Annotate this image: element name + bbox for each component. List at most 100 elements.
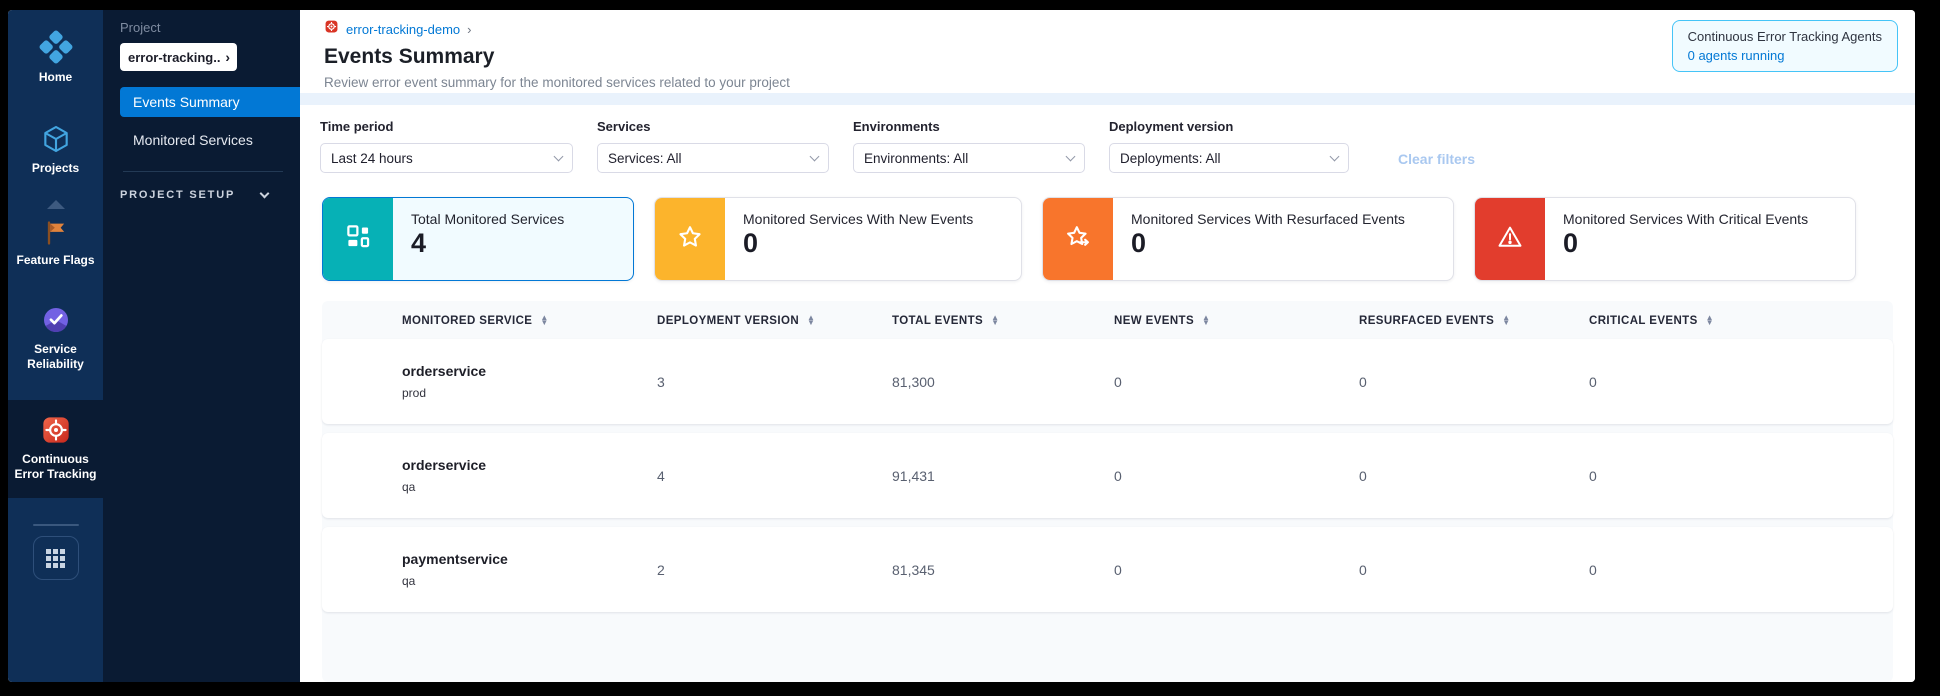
agents-box-title: Continuous Error Tracking Agents (1687, 29, 1882, 44)
column-header-total-events[interactable]: TOTAL EVENTS ▲ ▼ (892, 314, 1114, 327)
section-label: PROJECT SETUP (120, 189, 236, 201)
total-events-value: 81,345 (892, 561, 935, 578)
deployment-version-value: 2 (657, 561, 665, 578)
sidebar-item-label: Events Summary (133, 94, 240, 110)
sidebar-item-events-summary[interactable]: Events Summary (120, 87, 300, 117)
card-value: 0 (743, 228, 759, 258)
card-resurfaced-events[interactable]: Monitored Services With Resurfaced Event… (1042, 197, 1454, 281)
module-label: Feature Flags (16, 253, 95, 267)
new-events-value: 0 (1114, 561, 1122, 578)
sidebar-item-continuous-error-tracking[interactable]: Continuous Error Tracking (8, 400, 103, 498)
sidebar-item-projects[interactable]: Projects (8, 117, 103, 182)
module-sidebar: Home Projects Feature Flags (8, 10, 103, 682)
column-label: MONITORED SERVICE (402, 315, 533, 327)
clear-filters-button[interactable]: Clear filters (1398, 151, 1476, 167)
total-events-value: 81,300 (892, 373, 935, 390)
project-label: Project (120, 20, 161, 35)
column-label: TOTAL EVENTS (892, 315, 984, 327)
card-accent (323, 198, 393, 280)
module-label: Continuous Error Tracking (14, 452, 97, 481)
chevron-down-icon (553, 151, 564, 161)
filter-label: Time period (320, 119, 394, 134)
scroll-up-icon[interactable] (8, 196, 103, 213)
card-title: Monitored Services With New Events (743, 211, 974, 227)
summary-cards: Total Monitored Services 4 Monitored Ser… (322, 197, 1915, 281)
main-content: error-tracking-demo › Events Summary Rev… (300, 10, 1915, 682)
sort-icon: ▲ ▼ (1202, 313, 1211, 327)
select-value: Services: All (608, 150, 682, 166)
column-label: DEPLOYMENT VERSION (657, 315, 800, 327)
card-accent (655, 198, 725, 280)
column-header-critical-events[interactable]: CRITICAL EVENTS ▲ ▼ (1589, 313, 1893, 327)
column-header-resurfaced-events[interactable]: RESURFACED EVENTS ▲ ▼ (1359, 313, 1589, 327)
environments-select[interactable]: Environments: All (853, 143, 1085, 173)
agents-running-link[interactable]: 0 agents running (1687, 48, 1785, 63)
card-title: Total Monitored Services (411, 211, 565, 227)
column-label: CRITICAL EVENTS (1589, 315, 1698, 327)
sidebar-item-home[interactable]: Home (8, 24, 103, 91)
apps-grid-icon (46, 548, 65, 568)
select-value: Deployments: All (1120, 150, 1221, 166)
sidebar-item-monitored-services[interactable]: Monitored Services (120, 125, 300, 155)
critical-events-value: 0 (1589, 467, 1597, 484)
table-row[interactable]: orderservice prod 3 81,300 0 0 0 (322, 339, 1893, 424)
sort-icon: ▲ ▼ (1502, 313, 1511, 327)
sidebar-item-feature-flags[interactable]: Feature Flags (8, 213, 103, 274)
card-value: 0 (1563, 228, 1579, 258)
card-title: Monitored Services With Resurfaced Event… (1131, 211, 1405, 227)
flag-icon (42, 219, 70, 247)
services-select[interactable]: Services: All (597, 143, 829, 173)
app-window: Home Projects Feature Flags (8, 10, 1915, 682)
select-value: Last 24 hours (331, 150, 413, 166)
breadcrumb-link[interactable]: error-tracking-demo (346, 21, 461, 37)
star-icon (676, 223, 704, 256)
column-header-monitored-service[interactable]: MONITORED SERVICE ▲ ▼ (322, 313, 657, 327)
breadcrumb: error-tracking-demo › (324, 19, 1915, 39)
sidebar-divider (32, 524, 79, 526)
table-row[interactable]: orderservice qa 4 91,431 0 0 0 (322, 433, 1893, 518)
card-critical-events[interactable]: Monitored Services With Critical Events … (1474, 197, 1856, 281)
target-icon (40, 414, 72, 446)
project-selector-value: error-tracking... (128, 49, 222, 65)
table-row[interactable]: paymentservice qa 2 81,345 0 0 0 (322, 527, 1893, 612)
card-total-monitored-services[interactable]: Total Monitored Services 4 (322, 197, 634, 281)
events-table: MONITORED SERVICE ▲ ▼ DEPLOYMENT VERSION … (322, 301, 1893, 682)
chevron-right-icon: › (467, 21, 472, 37)
deployments-select[interactable]: Deployments: All (1109, 143, 1349, 173)
time-period-select[interactable]: Last 24 hours (320, 143, 573, 173)
service-name: orderservice (402, 363, 487, 379)
filter-label: Deployment version (1109, 119, 1234, 134)
table-header-row: MONITORED SERVICE ▲ ▼ DEPLOYMENT VERSION … (322, 301, 1893, 339)
card-accent (1043, 198, 1113, 280)
module-grid-button[interactable] (32, 536, 79, 580)
card-new-events[interactable]: Monitored Services With New Events 0 (654, 197, 1022, 281)
reliability-icon (40, 304, 72, 336)
page-title: Events Summary (324, 45, 495, 68)
module-label: Projects (31, 161, 80, 175)
column-label: NEW EVENTS (1114, 315, 1195, 327)
sort-icon: ▲ ▼ (1705, 313, 1714, 327)
service-environment: qa (402, 480, 416, 494)
select-value: Environments: All (864, 150, 969, 166)
service-environment: prod (402, 386, 427, 400)
critical-events-value: 0 (1589, 373, 1597, 390)
project-sidebar: Project error-tracking... › Events Summa… (103, 10, 300, 682)
sort-icon: ▲ ▼ (540, 313, 549, 327)
column-header-deployment-version[interactable]: DEPLOYMENT VERSION ▲ ▼ (657, 313, 892, 327)
chevron-down-icon (1329, 151, 1340, 161)
page-header: error-tracking-demo › Events Summary Rev… (300, 10, 1915, 93)
sidebar-item-service-reliability[interactable]: Service Reliability (8, 298, 103, 378)
service-name: paymentservice (402, 551, 508, 567)
column-header-new-events[interactable]: NEW EVENTS ▲ ▼ (1114, 313, 1359, 327)
star-arrow-icon (1064, 223, 1092, 256)
cube-icon (40, 123, 72, 155)
critical-events-value: 0 (1589, 561, 1597, 578)
agents-status-box: Continuous Error Tracking Agents 0 agent… (1671, 20, 1898, 72)
card-title: Monitored Services With Critical Events (1563, 211, 1809, 227)
sort-icon: ▲ ▼ (807, 313, 816, 327)
header-divider-band (300, 93, 1915, 105)
project-selector[interactable]: error-tracking... › (120, 43, 237, 71)
filters-bar: Time period Last 24 hours Services Servi… (300, 105, 1915, 173)
harness-logo-icon (39, 30, 73, 64)
project-setup-section[interactable]: PROJECT SETUP (120, 188, 300, 201)
